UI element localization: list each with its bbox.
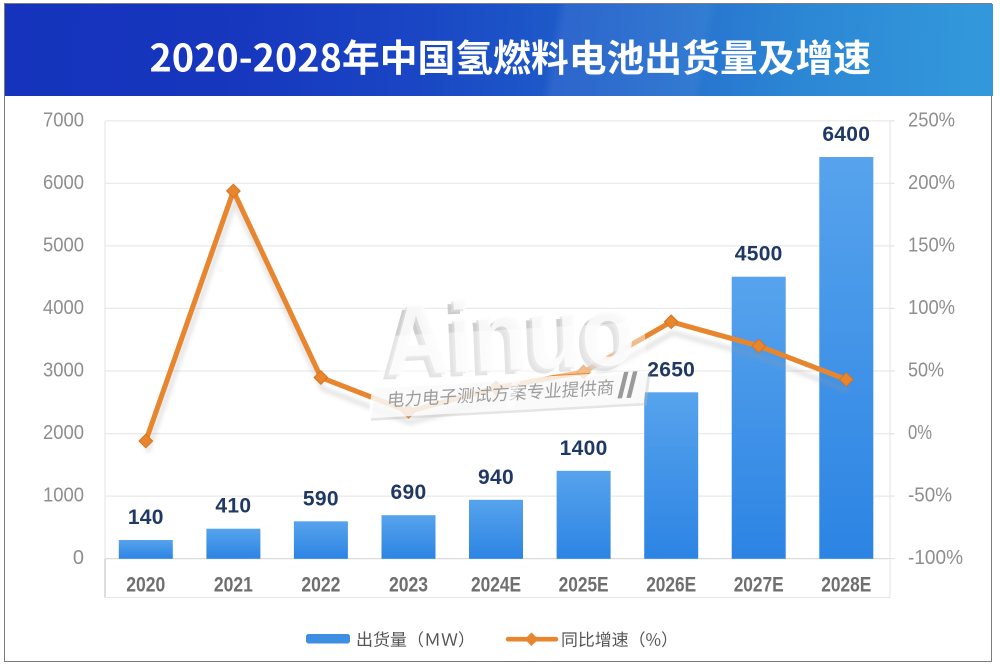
svg-text:2025E: 2025E — [559, 573, 609, 597]
svg-text:2020: 2020 — [126, 573, 165, 597]
svg-text:-50%: -50% — [908, 485, 952, 507]
svg-text:7000: 7000 — [43, 109, 84, 131]
svg-text:410: 410 — [215, 495, 251, 518]
svg-text:2022: 2022 — [301, 573, 340, 597]
svg-text:4000: 4000 — [43, 297, 84, 319]
svg-text:4500: 4500 — [735, 243, 783, 266]
svg-text:2026E: 2026E — [646, 573, 696, 597]
svg-text:-100%: -100% — [908, 547, 963, 569]
svg-text:0%: 0% — [908, 422, 932, 444]
svg-text:2021: 2021 — [214, 573, 253, 597]
svg-text:2000: 2000 — [43, 422, 84, 444]
svg-text:2027E: 2027E — [734, 573, 784, 597]
svg-text:0: 0 — [73, 547, 84, 569]
svg-text:2024E: 2024E — [471, 573, 521, 597]
svg-text:6400: 6400 — [822, 123, 870, 146]
svg-text:100%: 100% — [908, 297, 955, 319]
svg-text:200%: 200% — [908, 172, 955, 194]
svg-text:50%: 50% — [908, 360, 944, 382]
svg-text:2023: 2023 — [389, 573, 428, 597]
svg-text:3000: 3000 — [43, 360, 84, 382]
svg-text:5000: 5000 — [43, 234, 84, 256]
svg-text:690: 690 — [391, 481, 427, 504]
svg-text:1400: 1400 — [560, 437, 608, 460]
svg-text:6000: 6000 — [43, 172, 84, 194]
svg-text:150%: 150% — [908, 234, 955, 256]
svg-text:590: 590 — [303, 487, 339, 510]
svg-text:140: 140 — [128, 506, 164, 529]
svg-text:250%: 250% — [908, 109, 955, 131]
svg-text:2028E: 2028E — [821, 573, 871, 597]
svg-text:940: 940 — [478, 466, 514, 489]
svg-text:1000: 1000 — [43, 485, 84, 507]
svg-text:2650: 2650 — [647, 358, 695, 381]
